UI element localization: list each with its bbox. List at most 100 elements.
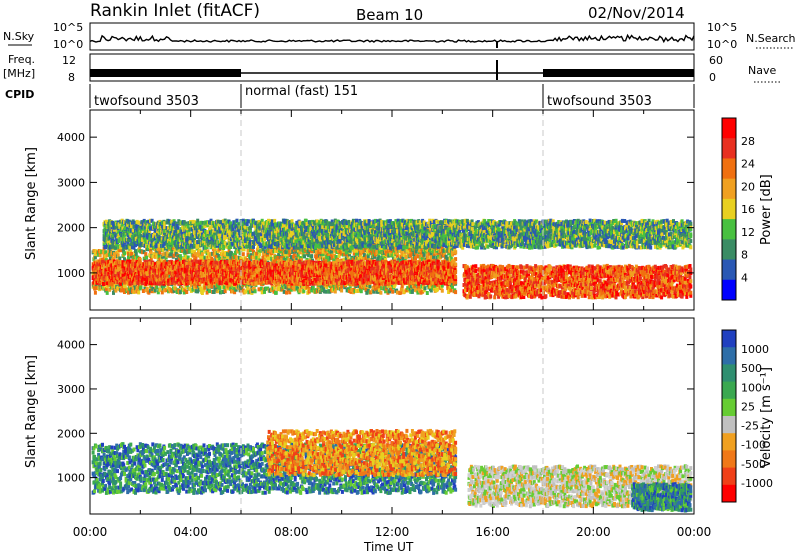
data-cell: [145, 267, 149, 272]
data-cell: [149, 259, 152, 264]
data-cell: [215, 254, 218, 259]
data-cell: [129, 280, 133, 285]
data-cell: [328, 289, 332, 294]
data-cell: [420, 272, 424, 277]
data-cell: [311, 279, 314, 284]
data-cell: [119, 272, 123, 277]
data-cell: [160, 267, 164, 272]
data-cell: [285, 256, 289, 261]
data-cell: [188, 249, 192, 253]
data-cell: [242, 268, 246, 273]
data-cell: [303, 254, 307, 259]
data-cell: [445, 271, 449, 276]
data-cell: [443, 252, 447, 257]
data-cell: [219, 280, 222, 285]
data-cell: [249, 265, 253, 270]
data-cell: [147, 290, 151, 295]
data-cell: [398, 256, 402, 261]
data-cell: [190, 259, 194, 264]
data-cell: [274, 249, 277, 253]
data-cell: [336, 259, 340, 264]
data-cell: [426, 255, 430, 260]
data-cell: [136, 273, 140, 278]
data-cell: [149, 267, 153, 272]
data-cell: [218, 273, 222, 278]
data-cell: [307, 289, 311, 294]
data-cell: [432, 262, 436, 267]
data-cell: [338, 270, 342, 275]
data-cell: [240, 286, 244, 291]
data-cell: [246, 253, 250, 257]
freq-band-2: [543, 69, 694, 77]
data-cell: [114, 288, 118, 293]
data-cell: [384, 267, 388, 272]
data-cell: [277, 252, 281, 256]
data-cell: [105, 253, 109, 258]
data-cell: [432, 286, 436, 291]
freq-tick-top: 12: [62, 54, 76, 67]
data-cell: [123, 290, 126, 294]
data-cell: [190, 249, 194, 254]
data-cell: [148, 261, 152, 266]
data-cell: [350, 267, 354, 272]
data-cell: [162, 254, 166, 259]
data-cell: [101, 275, 104, 280]
data-cell: [436, 287, 439, 292]
data-cell: [172, 253, 176, 258]
data-cell: [194, 289, 198, 294]
data-cell: [432, 258, 436, 263]
data-cell: [193, 252, 197, 256]
data-cell: [315, 272, 319, 277]
data-cell: [112, 262, 115, 267]
data-cell: [93, 271, 97, 276]
data-cell: [450, 265, 454, 270]
data-cell: [304, 280, 308, 284]
data-cell: [255, 255, 259, 260]
data-cell: [334, 278, 338, 283]
data-cell: [327, 277, 331, 282]
nsky-trace: [89, 33, 695, 48]
data-cell: [228, 281, 232, 286]
data-cell: [258, 258, 262, 263]
data-cell: [373, 287, 377, 292]
data-cell: [430, 269, 434, 274]
data-cell: [402, 260, 406, 265]
data-cell: [355, 289, 358, 293]
data-cell: [452, 259, 456, 264]
data-cell: [332, 277, 336, 282]
data-cell: [264, 271, 268, 275]
data-cell: [285, 290, 288, 295]
nave-label: Nave: [748, 64, 776, 77]
data-cell: [448, 259, 452, 264]
data-cell: [149, 251, 153, 256]
data-cell: [397, 274, 401, 278]
data-cell: [102, 281, 106, 286]
data-cell: [288, 249, 292, 254]
data-cell: [134, 277, 137, 282]
data-cell: [128, 266, 132, 271]
data-cell: [130, 269, 134, 274]
data-cell: [261, 247, 265, 252]
data-cell: [248, 260, 252, 265]
data-cell: [153, 281, 157, 286]
data-cell: [141, 289, 145, 293]
data-cell: [213, 247, 217, 252]
data-cell: [265, 275, 269, 280]
data-cell: [333, 261, 336, 266]
data-cell: [362, 275, 366, 279]
data-cell: [324, 289, 328, 294]
data-cell: [127, 286, 131, 291]
data-cell: [285, 259, 289, 264]
data-cell: [256, 260, 260, 265]
data-cell: [188, 286, 192, 291]
data-cell: [327, 258, 331, 263]
data-cell: [165, 261, 169, 266]
data-cell: [258, 267, 262, 272]
data-cell: [216, 264, 220, 269]
data-cell: [158, 257, 162, 262]
data-cell: [417, 285, 421, 290]
data-cell: [185, 290, 189, 294]
data-cell: [233, 279, 237, 283]
data-cell: [102, 254, 106, 258]
data-cell: [291, 273, 295, 278]
